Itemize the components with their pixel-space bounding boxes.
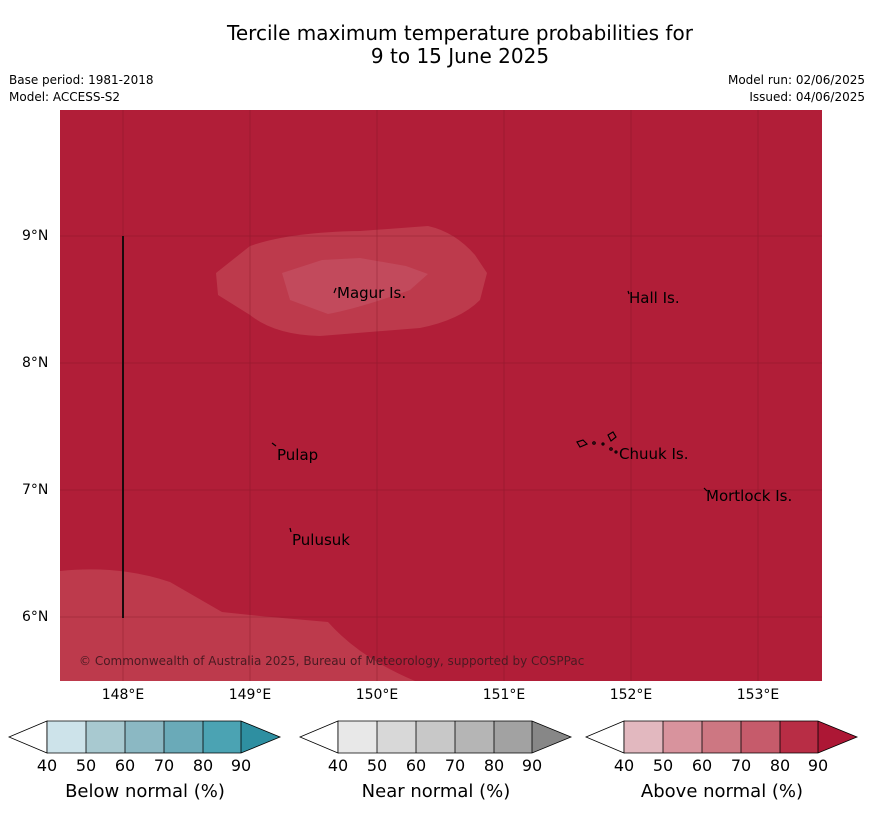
above-normal-70-80-south-region bbox=[60, 569, 415, 681]
lat-label-7n: 7°N bbox=[22, 482, 49, 498]
cbar-near-bin-60-70 bbox=[416, 721, 455, 753]
cbar-below-bin-50-60 bbox=[86, 721, 125, 753]
cbar-above-bin-60-70 bbox=[702, 721, 741, 753]
cbar-above-bin-80-90 bbox=[780, 721, 818, 753]
meta-left: Base period: 1981-2018 Model: ACCESS-S2 bbox=[9, 72, 154, 106]
above-normal-60-70-region bbox=[282, 258, 428, 314]
colorbar-below bbox=[8, 720, 282, 754]
place-mortlock: Mortlock Is. bbox=[706, 487, 793, 505]
graticule bbox=[60, 110, 822, 681]
tick: 70 bbox=[730, 756, 752, 775]
cbar-near-bin-70-80 bbox=[455, 721, 494, 753]
map-svg bbox=[60, 110, 822, 681]
lat-label-9n: 9°N bbox=[22, 228, 49, 244]
cbar-near-bin-40-50 bbox=[338, 721, 377, 753]
chuuk-islands-shape bbox=[576, 431, 618, 454]
lon-label-152e: 152°E bbox=[609, 687, 653, 703]
cbar-near-bin-50-60 bbox=[377, 721, 416, 753]
cbar-near-bin-80-90 bbox=[494, 721, 532, 753]
place-pulusuk: Pulusuk bbox=[292, 531, 350, 549]
cbar-near-high-extend bbox=[532, 721, 571, 753]
tick: 40 bbox=[327, 756, 349, 775]
tick: 40 bbox=[613, 756, 635, 775]
cbar-below-bin-60-70 bbox=[125, 721, 164, 753]
tick: 90 bbox=[807, 756, 829, 775]
model-name: Model: ACCESS-S2 bbox=[9, 90, 121, 104]
colorbar-near bbox=[299, 720, 573, 754]
lon-label-148e: 148°E bbox=[101, 687, 145, 703]
tick: 70 bbox=[153, 756, 175, 775]
hall-island-shape bbox=[627, 290, 630, 295]
cbar-below-bin-70-80 bbox=[164, 721, 203, 753]
tick: 80 bbox=[192, 756, 214, 775]
tick: 90 bbox=[230, 756, 252, 775]
pulusuk-island-shape bbox=[289, 527, 292, 533]
lon-label-151e: 151°E bbox=[482, 687, 526, 703]
cbar-near-low-extend bbox=[299, 720, 339, 754]
tick: 60 bbox=[405, 756, 427, 775]
place-magur: Magur Is. bbox=[337, 284, 407, 302]
colorbar-near-title: Near normal (%) bbox=[361, 781, 511, 802]
tick: 50 bbox=[652, 756, 674, 775]
lon-label-153e: 153°E bbox=[736, 687, 780, 703]
tick: 40 bbox=[36, 756, 58, 775]
map-area bbox=[60, 110, 822, 681]
cbar-above-bin-50-60 bbox=[663, 721, 702, 753]
tick: 50 bbox=[366, 756, 388, 775]
tick: 50 bbox=[75, 756, 97, 775]
issued-date: Issued: 04/06/2025 bbox=[749, 90, 865, 104]
cbar-below-bin-40-50 bbox=[47, 721, 86, 753]
cbar-above-low-extend bbox=[585, 720, 625, 754]
mortlock-island-shape bbox=[703, 487, 708, 492]
cbar-above-high-extend bbox=[818, 721, 857, 753]
tick: 80 bbox=[769, 756, 791, 775]
magur-island-shape bbox=[333, 287, 337, 294]
tick: 60 bbox=[691, 756, 713, 775]
chart-title: Tercile maximum temperature probabilitie… bbox=[0, 22, 873, 68]
cbar-below-high-extend bbox=[241, 721, 280, 753]
colorbar-below-title: Below normal (%) bbox=[65, 781, 225, 802]
model-run: Model run: 02/06/2025 bbox=[727, 73, 865, 87]
tick: 70 bbox=[444, 756, 466, 775]
lat-label-6n: 6°N bbox=[22, 609, 49, 625]
cbar-above-bin-40-50 bbox=[624, 721, 663, 753]
copyright-notice: © Commonwealth of Australia 2025, Bureau… bbox=[79, 654, 585, 668]
lon-label-149e: 149°E bbox=[228, 687, 272, 703]
colorbar-above-title: Above normal (%) bbox=[640, 781, 804, 802]
title-line-2: 9 to 15 June 2025 bbox=[370, 44, 550, 68]
place-pulap: Pulap bbox=[277, 446, 319, 464]
cbar-below-low-extend bbox=[8, 720, 48, 754]
cbar-above-bin-70-80 bbox=[741, 721, 780, 753]
tick: 80 bbox=[483, 756, 505, 775]
tick: 90 bbox=[521, 756, 543, 775]
base-period: Base period: 1981-2018 bbox=[9, 73, 154, 87]
lon-label-150e: 150°E bbox=[355, 687, 399, 703]
cbar-below-bin-80-90 bbox=[203, 721, 241, 753]
above-normal-80-90-region bbox=[60, 110, 822, 681]
meta-right: Model run: 02/06/2025 Issued: 04/06/2025 bbox=[728, 72, 865, 106]
place-chuuk: Chuuk Is. bbox=[619, 445, 689, 463]
tick: 60 bbox=[114, 756, 136, 775]
pulap-island-shape bbox=[271, 442, 277, 447]
colorbar-above bbox=[585, 720, 859, 754]
place-hall: Hall Is. bbox=[629, 289, 680, 307]
title-line-1: Tercile maximum temperature probabilitie… bbox=[227, 21, 693, 45]
lat-label-8n: 8°N bbox=[22, 355, 49, 371]
island-outlines bbox=[271, 287, 708, 533]
